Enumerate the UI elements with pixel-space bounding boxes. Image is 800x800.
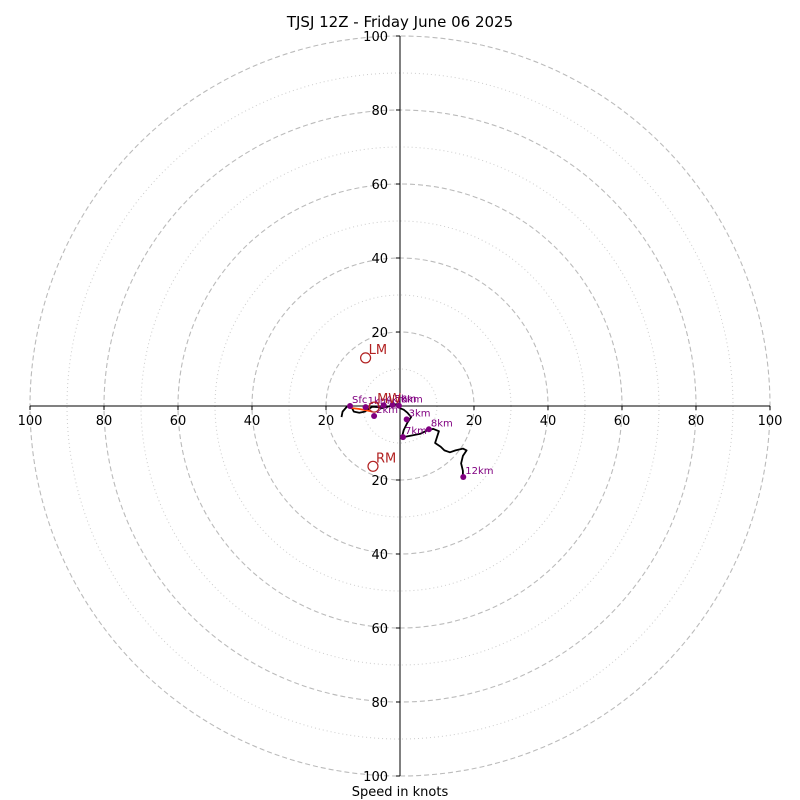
height-label-12km: 12km [465,466,493,477]
height-label-3km: 3km [409,408,431,419]
motion-label-MW: MW [377,392,401,407]
x-tick-label: 80 [96,414,113,429]
height-label-4km: 4km [386,394,408,405]
y-tick-label: 80 [371,696,388,711]
hodograph-low-trace [340,405,349,418]
motion-point-MW [368,401,380,413]
y-tick-label: 60 [371,622,388,637]
y-tick-label: 20 [371,474,388,489]
height-point-1km [362,404,369,411]
x-tick-label: 100 [18,414,43,429]
x-tick-label: 40 [540,414,557,429]
hodograph-trace [347,403,468,477]
chart-title: TJSJ 12Z - Friday June 06 2025 [286,13,513,31]
hodograph-low-segment [349,407,373,413]
height-point-2km [371,412,378,419]
height-point-Sfc [347,403,354,409]
height-label-6km: 6km [401,395,423,406]
x-tick-label: 20 [466,414,483,429]
x-tick-label: 80 [688,414,705,429]
height-point-5km [389,401,396,408]
motion-point-LM [359,352,372,364]
y-tick-label: 80 [371,104,388,119]
y-tick-label: 20 [371,326,388,341]
storm-motion-markers: LM MW RM [359,343,401,472]
motion-point-RM [367,460,379,472]
height-point-4km [380,402,387,409]
y-tick-label: 100 [363,770,388,785]
height-point-7km [399,434,406,441]
x-tick-label: 60 [614,414,631,429]
height-label-8km: 8km [431,418,453,429]
motion-label-LM: LM [369,343,387,358]
y-tick-label: 40 [371,252,388,267]
wind-traces [340,403,468,477]
y-tick-label: 100 [363,30,388,45]
height-label-Sfc: Sfc [352,395,367,406]
motion-label-RM: RM [376,451,396,466]
y-tick-label: 40 [371,548,388,563]
height-label-1km: 1km [368,396,390,407]
height-point-8km [425,426,432,433]
height-point-3km [403,416,410,423]
height-label-7km: 7km [405,426,427,437]
height-point-6km [395,402,402,409]
y-tick-label: 60 [371,178,388,193]
x-tick-label: 40 [244,414,261,429]
height-point-12km [460,474,467,481]
height-label-5km: 5km [395,394,417,405]
tick-labels: 100 80 60 40 20 20 40 60 80 100 100 80 60 40 20 20 40 60 8… [18,30,783,785]
x-tick-label: 100 [758,414,783,429]
x-tick-label: 60 [170,414,187,429]
height-label-2km: 2km [376,405,398,416]
x-axis-label: Speed in knots [352,785,449,800]
x-tick-label: 20 [318,414,335,429]
